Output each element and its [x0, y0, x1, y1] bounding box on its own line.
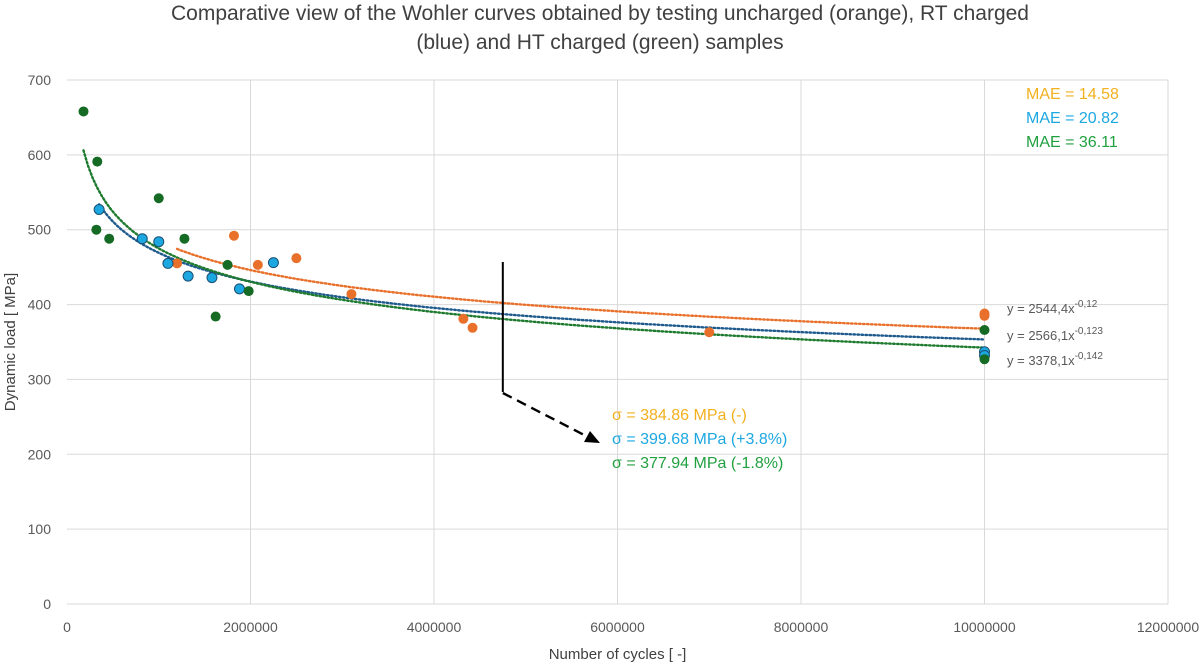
chart-title-line-2: (blue) and HT charged (green) samples: [416, 31, 784, 54]
data-point-uncharged: [291, 253, 302, 264]
data-point-ht-charged: [91, 224, 102, 235]
data-point-uncharged: [172, 258, 183, 269]
data-point-rt-charged: [206, 272, 218, 284]
data-point-uncharged: [458, 313, 469, 324]
x-tick-label: 6000000: [590, 619, 645, 635]
x-axis-title: Number of cycles [ -]: [549, 646, 687, 662]
data-point-ht-charged: [979, 354, 990, 365]
trendline-uncharged: [175, 247, 986, 330]
x-tick-label: 0: [63, 619, 71, 635]
y-tick-label: 0: [43, 596, 51, 612]
y-axis-title: Dynamic load [ MPa]: [2, 273, 19, 411]
data-point-rt-charged: [153, 236, 165, 248]
x-tick-label: 8000000: [774, 619, 829, 635]
data-point-uncharged: [252, 259, 263, 270]
y-tick-label: 300: [28, 371, 52, 387]
data-point-ht-charged: [222, 259, 233, 270]
sigma-label: σ = 377.94 MPa (-1.8%): [612, 455, 783, 472]
data-point-rt-charged: [233, 283, 245, 295]
trend-equation: y = 2566,1x-0,123: [1007, 326, 1103, 343]
y-tick-label: 400: [28, 297, 52, 313]
data-point-rt-charged: [267, 257, 279, 269]
y-tick-label: 700: [28, 72, 52, 88]
data-point-ht-charged: [210, 311, 221, 322]
x-tick-label: 12000000: [1137, 619, 1200, 635]
y-tick-label: 200: [28, 446, 52, 462]
x-tick-label: 2000000: [223, 619, 278, 635]
data-point-uncharged: [467, 322, 478, 333]
x-tick-label: 4000000: [407, 619, 462, 635]
data-point-uncharged: [346, 289, 357, 300]
arrow-head: [584, 431, 600, 443]
data-point-ht-charged: [92, 156, 103, 167]
trend-equation: y = 3378,1x-0,142: [1007, 351, 1103, 368]
mae-label: MAE = 36.11: [1026, 134, 1118, 151]
dashed-arrow: [502, 391, 589, 439]
data-point-uncharged: [979, 310, 990, 321]
data-point-ht-charged: [243, 286, 254, 297]
y-tick-label: 500: [28, 222, 52, 238]
chart-title-line-1: Comparative view of the Wohler curves ob…: [171, 2, 1029, 25]
sigma-label: σ = 384.86 MPa (-): [612, 407, 747, 424]
data-point-uncharged: [704, 327, 715, 338]
data-point-rt-charged: [136, 233, 148, 245]
data-point-uncharged: [228, 230, 239, 241]
mae-label: MAE = 14.58: [1026, 86, 1119, 103]
trend-equation: y = 2544,4x-0,12: [1007, 299, 1098, 316]
y-tick-label: 100: [28, 521, 52, 537]
data-point-ht-charged: [104, 233, 115, 244]
trendline-rt-charged: [97, 203, 986, 341]
y-tick-label: 600: [28, 147, 52, 163]
trendline-ht-charged: [82, 149, 986, 349]
data-point-rt-charged: [93, 204, 105, 216]
data-point-rt-charged: [162, 257, 174, 269]
data-point-ht-charged: [78, 106, 89, 117]
data-point-ht-charged: [979, 325, 990, 336]
mae-label: MAE = 20.82: [1026, 110, 1119, 127]
sigma-label: σ = 399.68 MPa (+3.8%): [612, 431, 787, 448]
x-tick-label: 10000000: [953, 619, 1016, 635]
data-point-rt-charged: [182, 270, 194, 282]
data-point-ht-charged: [179, 233, 190, 244]
data-point-ht-charged: [153, 193, 164, 204]
